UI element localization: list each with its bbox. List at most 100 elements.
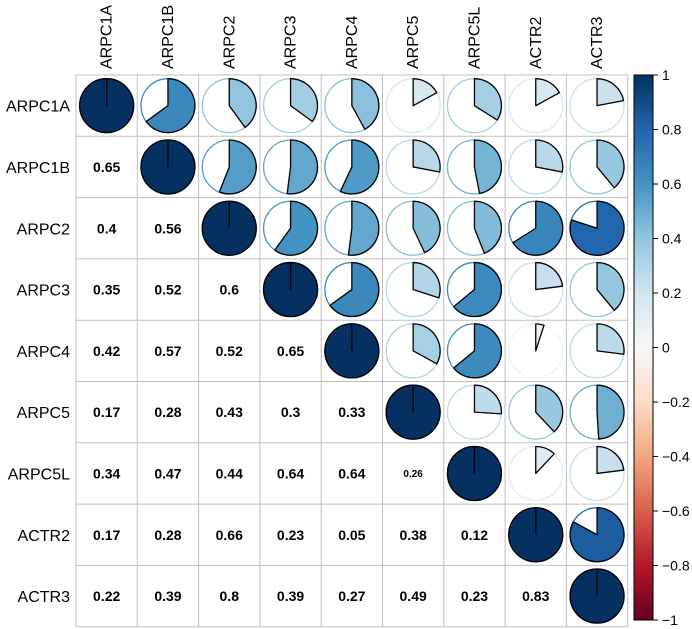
corr-value-ARPC5L-ARPC4: 0.64 [338, 465, 365, 481]
corr-value-ARPC5L-ARPC1A: 0.34 [93, 465, 120, 481]
pie-ARPC4-ARPC4 [324, 323, 380, 379]
corr-value-ACTR3-ARPC1B: 0.39 [154, 588, 181, 604]
pie-slice [412, 323, 441, 365]
corr-value-ACTR3-ARPC1A: 0.22 [93, 588, 120, 604]
colorbar-tick-label: −1 [662, 612, 678, 628]
pie-ARPC1A-ARPC1A [79, 78, 135, 134]
pie-slice [412, 200, 441, 254]
corr-value-ACTR2-ARPC5: 0.38 [400, 527, 427, 543]
pie-slice [569, 200, 625, 256]
column-label-ARPC1A: ARPC1A [99, 5, 116, 69]
corr-value-ARPC5-ARPC1A: 0.17 [93, 404, 120, 420]
pie-ARPC2-ACTR3 [569, 200, 625, 256]
pie-ACTR2-ACTR3 [569, 507, 625, 563]
pie-slice [347, 200, 380, 256]
pie-slice [535, 261, 564, 291]
pie-ARPC1B-ARPC5L [446, 139, 503, 195]
pie-ARPC5-ACTR2 [508, 384, 564, 440]
pie-slice [596, 139, 625, 189]
colorbar-tick-label: −0.8 [662, 558, 690, 574]
pie-ARPC1A-ACTR3 [569, 78, 625, 134]
pie-slice [473, 139, 503, 195]
pie-slice [535, 323, 545, 352]
pie-ARPC1A-ARPC1B [140, 78, 196, 134]
row-label-ARPC2: ARPC2 [17, 221, 70, 238]
colorbar-tick-label: −0.4 [662, 449, 690, 465]
row-label-ARPC1B: ARPC1B [6, 160, 70, 177]
column-label-ACTR3: ACTR3 [589, 16, 606, 69]
pie-ACTR3-ACTR3 [569, 568, 625, 624]
pie-slice [453, 323, 503, 379]
pie-ARPC5-ACTR3 [569, 384, 625, 440]
pie-slice [473, 200, 503, 254]
pie-slice [351, 78, 380, 130]
corr-value-ARPC4-ARPC2: 0.52 [216, 343, 243, 359]
colorbar-gradient [633, 74, 654, 621]
pie-slice [145, 78, 196, 134]
corr-value-ACTR3-ARPC5: 0.49 [400, 588, 427, 604]
corr-value-ARPC3-ARPC1A: 0.35 [93, 282, 120, 298]
pie-slice [473, 384, 503, 415]
pie-slice [596, 384, 625, 440]
pie-slice [596, 78, 625, 107]
pie-ARPC5L-ARPC5L [446, 445, 503, 502]
corr-value-ARPC2-ARPC1A: 0.4 [97, 220, 117, 236]
row-label-ARPC4: ARPC4 [17, 344, 70, 361]
pie-slice [218, 139, 257, 195]
corr-value-ARPC5L-ARPC1B: 0.47 [154, 465, 181, 481]
corr-value-ARPC4-ARPC1B: 0.57 [154, 343, 181, 359]
pie-ARPC3-ACTR3 [569, 261, 625, 318]
pie-ARPC3-ARPC4 [324, 261, 380, 318]
pie-slice [274, 200, 319, 256]
corr-value-ACTR2-ARPC1A: 0.17 [93, 527, 120, 543]
pie-ARPC1B-ARPC2 [201, 139, 257, 195]
pie-slice [286, 139, 319, 195]
corr-value-ACTR2-ARPC1B: 0.28 [154, 527, 181, 543]
column-label-ACTR2: ACTR2 [528, 16, 545, 69]
pie-ARPC3-ARPC3 [262, 261, 319, 318]
corr-value-ACTR3-ARPC5L: 0.23 [461, 588, 488, 604]
pie-ARPC4-ARPC5L [446, 323, 503, 379]
pie-slice [535, 384, 564, 433]
pie-ARPC4-ACTR3 [569, 323, 625, 379]
pie-slice [473, 78, 503, 121]
pie-ARPC1A-ACTR2 [508, 78, 564, 134]
pie-ARPC2-ARPC3 [262, 200, 319, 256]
column-label-ARPC3: ARPC3 [283, 16, 300, 69]
corr-value-ACTR2-ARPC3: 0.23 [277, 527, 304, 543]
pie-ARPC1B-ACTR3 [569, 139, 625, 195]
pie-slice [412, 78, 438, 107]
pie-ARPC1B-ACTR2 [508, 139, 564, 195]
pie-slice [412, 139, 441, 173]
corr-value-ARPC5L-ARPC2: 0.44 [216, 465, 243, 481]
pie-slice [596, 261, 625, 311]
corr-value-ARPC3-ARPC2: 0.6 [220, 282, 240, 298]
corr-value-ARPC5L-ARPC5: 0.26 [403, 469, 423, 480]
pie-ARPC5L-ACTR2 [508, 445, 564, 502]
corr-value-ARPC4-ARPC1A: 0.42 [93, 343, 120, 359]
corr-value-ACTR3-ARPC4: 0.27 [338, 588, 365, 604]
corr-value-ARPC4-ARPC3: 0.65 [277, 343, 304, 359]
pie-slice [535, 139, 564, 173]
pie-slice [569, 507, 625, 563]
pie-slice [453, 261, 503, 318]
column-label-ARPC4: ARPC4 [344, 16, 361, 69]
pie-ARPC1A-ARPC2 [201, 78, 257, 134]
pie-ARPC5L-ACTR3 [569, 445, 625, 502]
row-label-ARPC3: ARPC3 [17, 283, 70, 300]
pie-ARPC1B-ARPC3 [262, 139, 319, 195]
colorbar-tick-label: 0 [662, 340, 670, 356]
corr-value-ACTR2-ARPC5L: 0.12 [461, 527, 488, 543]
pie-slice [596, 323, 625, 355]
column-label-ARPC1B: ARPC1B [160, 5, 177, 69]
pie-ARPC4-ACTR2 [508, 323, 564, 379]
pie-slice [535, 445, 555, 475]
pie-ARPC5-ARPC5 [385, 384, 441, 440]
corr-value-ACTR2-ARPC2: 0.66 [216, 527, 243, 543]
pie-slice [329, 261, 380, 318]
pie-ARPC1A-ARPC3 [262, 78, 319, 134]
pie-ARPC1A-ARPC4 [324, 78, 380, 134]
pie-slice [535, 78, 561, 107]
corr-value-ARPC5-ARPC2: 0.43 [216, 404, 243, 420]
pie-slice [512, 200, 564, 256]
